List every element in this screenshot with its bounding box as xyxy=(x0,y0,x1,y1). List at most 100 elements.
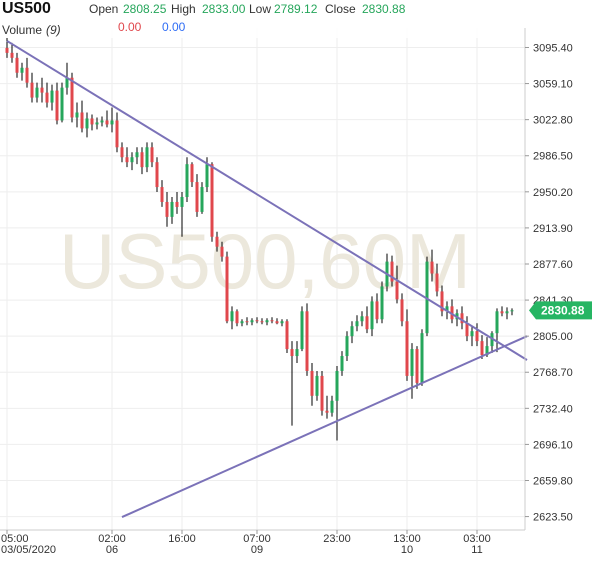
candle-body xyxy=(45,92,49,103)
candle-body xyxy=(110,120,114,125)
high-value: 2833.00 xyxy=(202,2,246,16)
y-tick-label: 2623.50 xyxy=(533,512,573,524)
candle xyxy=(250,318,254,326)
candle-body xyxy=(275,321,279,324)
candle xyxy=(80,100,84,133)
volume-value-b: 0.00 xyxy=(162,20,186,34)
candle-body xyxy=(150,147,154,163)
candle xyxy=(380,281,384,324)
candle xyxy=(505,307,509,320)
candle-body xyxy=(95,122,99,125)
candle xyxy=(100,116,104,127)
candle-body xyxy=(405,321,409,376)
candle-body xyxy=(5,47,9,53)
candle-body xyxy=(500,311,504,314)
candle xyxy=(200,182,204,214)
candle xyxy=(405,309,409,381)
candle xyxy=(310,362,314,406)
candle xyxy=(160,180,164,207)
candle-body xyxy=(165,201,169,217)
candle-body xyxy=(510,310,514,312)
y-tick-label: 2877.60 xyxy=(533,259,573,271)
close-label: Close xyxy=(325,2,356,16)
y-tick-label: 2768.70 xyxy=(533,367,573,379)
candle xyxy=(260,318,264,325)
candle-body xyxy=(495,311,499,334)
candle-body xyxy=(185,164,189,197)
candle-body xyxy=(130,157,134,163)
candle-body xyxy=(195,182,199,212)
candle-body xyxy=(135,152,139,158)
candle-body xyxy=(310,370,314,396)
low-value: 2789.12 xyxy=(274,2,318,16)
candle xyxy=(135,147,139,165)
candle xyxy=(410,343,414,399)
candle-body xyxy=(475,331,479,342)
candle-body xyxy=(170,201,174,217)
candle-body xyxy=(200,187,204,212)
trendline[interactable] xyxy=(6,40,528,361)
low-label: Low xyxy=(249,2,271,16)
candle xyxy=(295,341,299,363)
candle xyxy=(195,174,199,217)
candle-body xyxy=(450,306,454,320)
candle xyxy=(225,251,229,324)
candle xyxy=(95,117,99,130)
candle xyxy=(115,112,119,153)
candle xyxy=(20,62,24,81)
candle-body xyxy=(175,201,179,207)
candle xyxy=(90,114,94,131)
candle xyxy=(155,157,159,193)
x-tick-time: 03:00 xyxy=(463,533,491,545)
candle-body xyxy=(435,273,439,292)
candle xyxy=(495,308,499,353)
candle-body xyxy=(380,286,384,320)
candle-body xyxy=(255,320,259,322)
watermark: US500,60M xyxy=(59,217,471,305)
candle-body xyxy=(90,118,94,125)
candle-body xyxy=(315,375,319,396)
candle-body xyxy=(425,261,429,334)
candle-body xyxy=(395,281,399,300)
candle xyxy=(75,102,79,128)
y-tick-label: 2805.00 xyxy=(533,331,573,343)
candle-body xyxy=(300,311,304,350)
candle-body xyxy=(145,147,149,168)
candle xyxy=(320,370,324,416)
candle xyxy=(400,293,404,327)
candle-body xyxy=(230,311,234,322)
candle xyxy=(210,162,214,242)
trendline[interactable] xyxy=(121,335,528,518)
candle-body xyxy=(190,164,194,183)
candle xyxy=(175,192,179,214)
candle xyxy=(120,142,124,163)
candle xyxy=(150,142,154,168)
candle-body xyxy=(440,291,444,312)
candle-body xyxy=(330,400,334,413)
candle xyxy=(305,303,309,376)
candle-body xyxy=(30,82,34,98)
candle xyxy=(55,82,59,125)
candle xyxy=(355,315,359,332)
volume-period: (9) xyxy=(46,23,61,37)
candle xyxy=(375,293,379,324)
y-tick-label: 2732.40 xyxy=(533,403,573,415)
candle xyxy=(425,256,429,337)
candle-body xyxy=(120,147,124,158)
candle xyxy=(230,306,234,330)
x-tick-time: 13:00 xyxy=(393,533,421,545)
candle-body xyxy=(20,67,24,73)
candle-body xyxy=(80,112,84,129)
candle xyxy=(165,192,169,227)
candle xyxy=(475,323,479,347)
candle xyxy=(180,192,184,237)
candle xyxy=(35,82,39,103)
candle xyxy=(430,249,434,282)
candle-body xyxy=(355,321,359,327)
candle xyxy=(60,82,64,123)
candle-body xyxy=(245,321,249,323)
x-tick-time: 16:00 xyxy=(168,533,196,545)
candle-body xyxy=(430,261,434,274)
